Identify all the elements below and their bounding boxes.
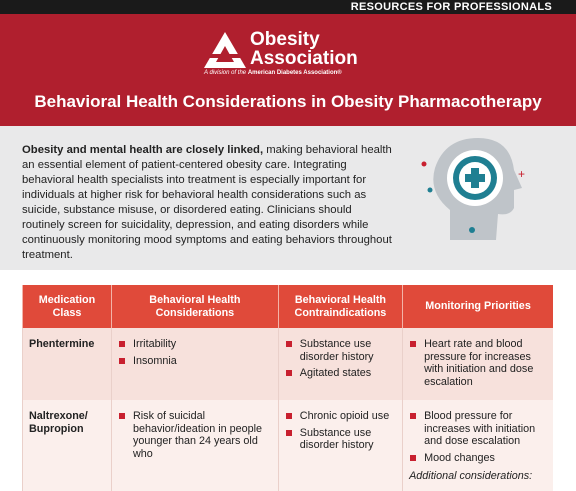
bullet: Blood pressure for increases with initia… <box>409 410 547 448</box>
bullet-list: Risk of suicidal behavior/ideation in pe… <box>118 410 272 460</box>
column-header: Behavioral Health Contraindications <box>277 285 403 328</box>
bullet: Substance use disorder history <box>285 338 396 363</box>
intro-bold: Obesity and mental health are closely li… <box>22 144 264 156</box>
svg-text:+: + <box>518 167 525 181</box>
table-row: Phentermine Irritability Insomnia Substance… <box>22 328 553 400</box>
bullet: Heart rate and blood pressure for increa… <box>409 338 547 388</box>
bullet: Irritability <box>118 338 272 351</box>
medication-name: Phentermine <box>29 338 95 350</box>
bullet-list: Irritability Insomnia <box>118 338 272 367</box>
logo-line: Association <box>250 48 358 69</box>
tagline-prefix: A division of the <box>204 70 247 76</box>
cell: Risk of suicidal behavior/ideation in pe… <box>110 400 279 491</box>
column-header: Medication Class <box>22 285 112 328</box>
column-header: Behavioral Health Considerations <box>110 285 279 328</box>
title: Behavioral Health Considerations in Obes… <box>34 92 542 111</box>
logo-tagline: A division of the American Diabetes Asso… <box>204 70 342 76</box>
cell: Phentermine <box>22 328 112 400</box>
cell: Chronic opioid use Substance use disorder… <box>277 400 403 491</box>
bullet: Chronic opioid use <box>285 410 396 423</box>
medication-name: Naltrexone/ Bupropion <box>29 410 88 435</box>
bullet-list: Substance use disorder history Agitated s… <box>285 338 396 380</box>
table: Medication Class Behavioral Health Consid… <box>22 285 553 491</box>
tagline-org: American Diabetes Association® <box>247 70 342 76</box>
header-band <box>0 14 576 126</box>
cell: Substance use disorder history Agitated s… <box>277 328 403 400</box>
intro-text: making behavioral health an essential el… <box>22 144 392 261</box>
bullet: Risk of suicidal behavior/ideation in pe… <box>118 410 272 460</box>
cell: Naltrexone/ Bupropion <box>22 400 112 491</box>
cell: Blood pressure for increases with initia… <box>402 400 553 491</box>
bullet: Substance use disorder history <box>285 427 396 452</box>
column-header: Monitoring Priorities <box>402 285 553 328</box>
bullet: Agitated states <box>285 367 396 380</box>
icon: + <box>421 138 525 240</box>
cell: Irritability Insomnia <box>110 328 279 400</box>
note: Additional considerations: <box>409 470 533 482</box>
logo-mark <box>204 32 246 68</box>
bullet-list: Blood pressure for increases with initia… <box>409 410 547 464</box>
bullet: Insomnia <box>118 355 272 368</box>
bullet: Mood changes <box>409 452 547 465</box>
table-row: Naltrexone/ Bupropion Risk of suicidal be… <box>22 400 553 491</box>
cell: Heart rate and blood pressure for increa… <box>402 328 553 400</box>
top-label: RESOURCES FOR PROFESSIONALS <box>350 1 552 13</box>
intro: Obesity and mental health are closely li… <box>22 143 392 263</box>
bullet-list: Chronic opioid use Substance use disorder… <box>285 410 396 452</box>
logo-line: Obesity <box>250 29 320 50</box>
bullet-list: Heart rate and blood pressure for increa… <box>409 338 547 388</box>
top-bar <box>0 0 576 14</box>
